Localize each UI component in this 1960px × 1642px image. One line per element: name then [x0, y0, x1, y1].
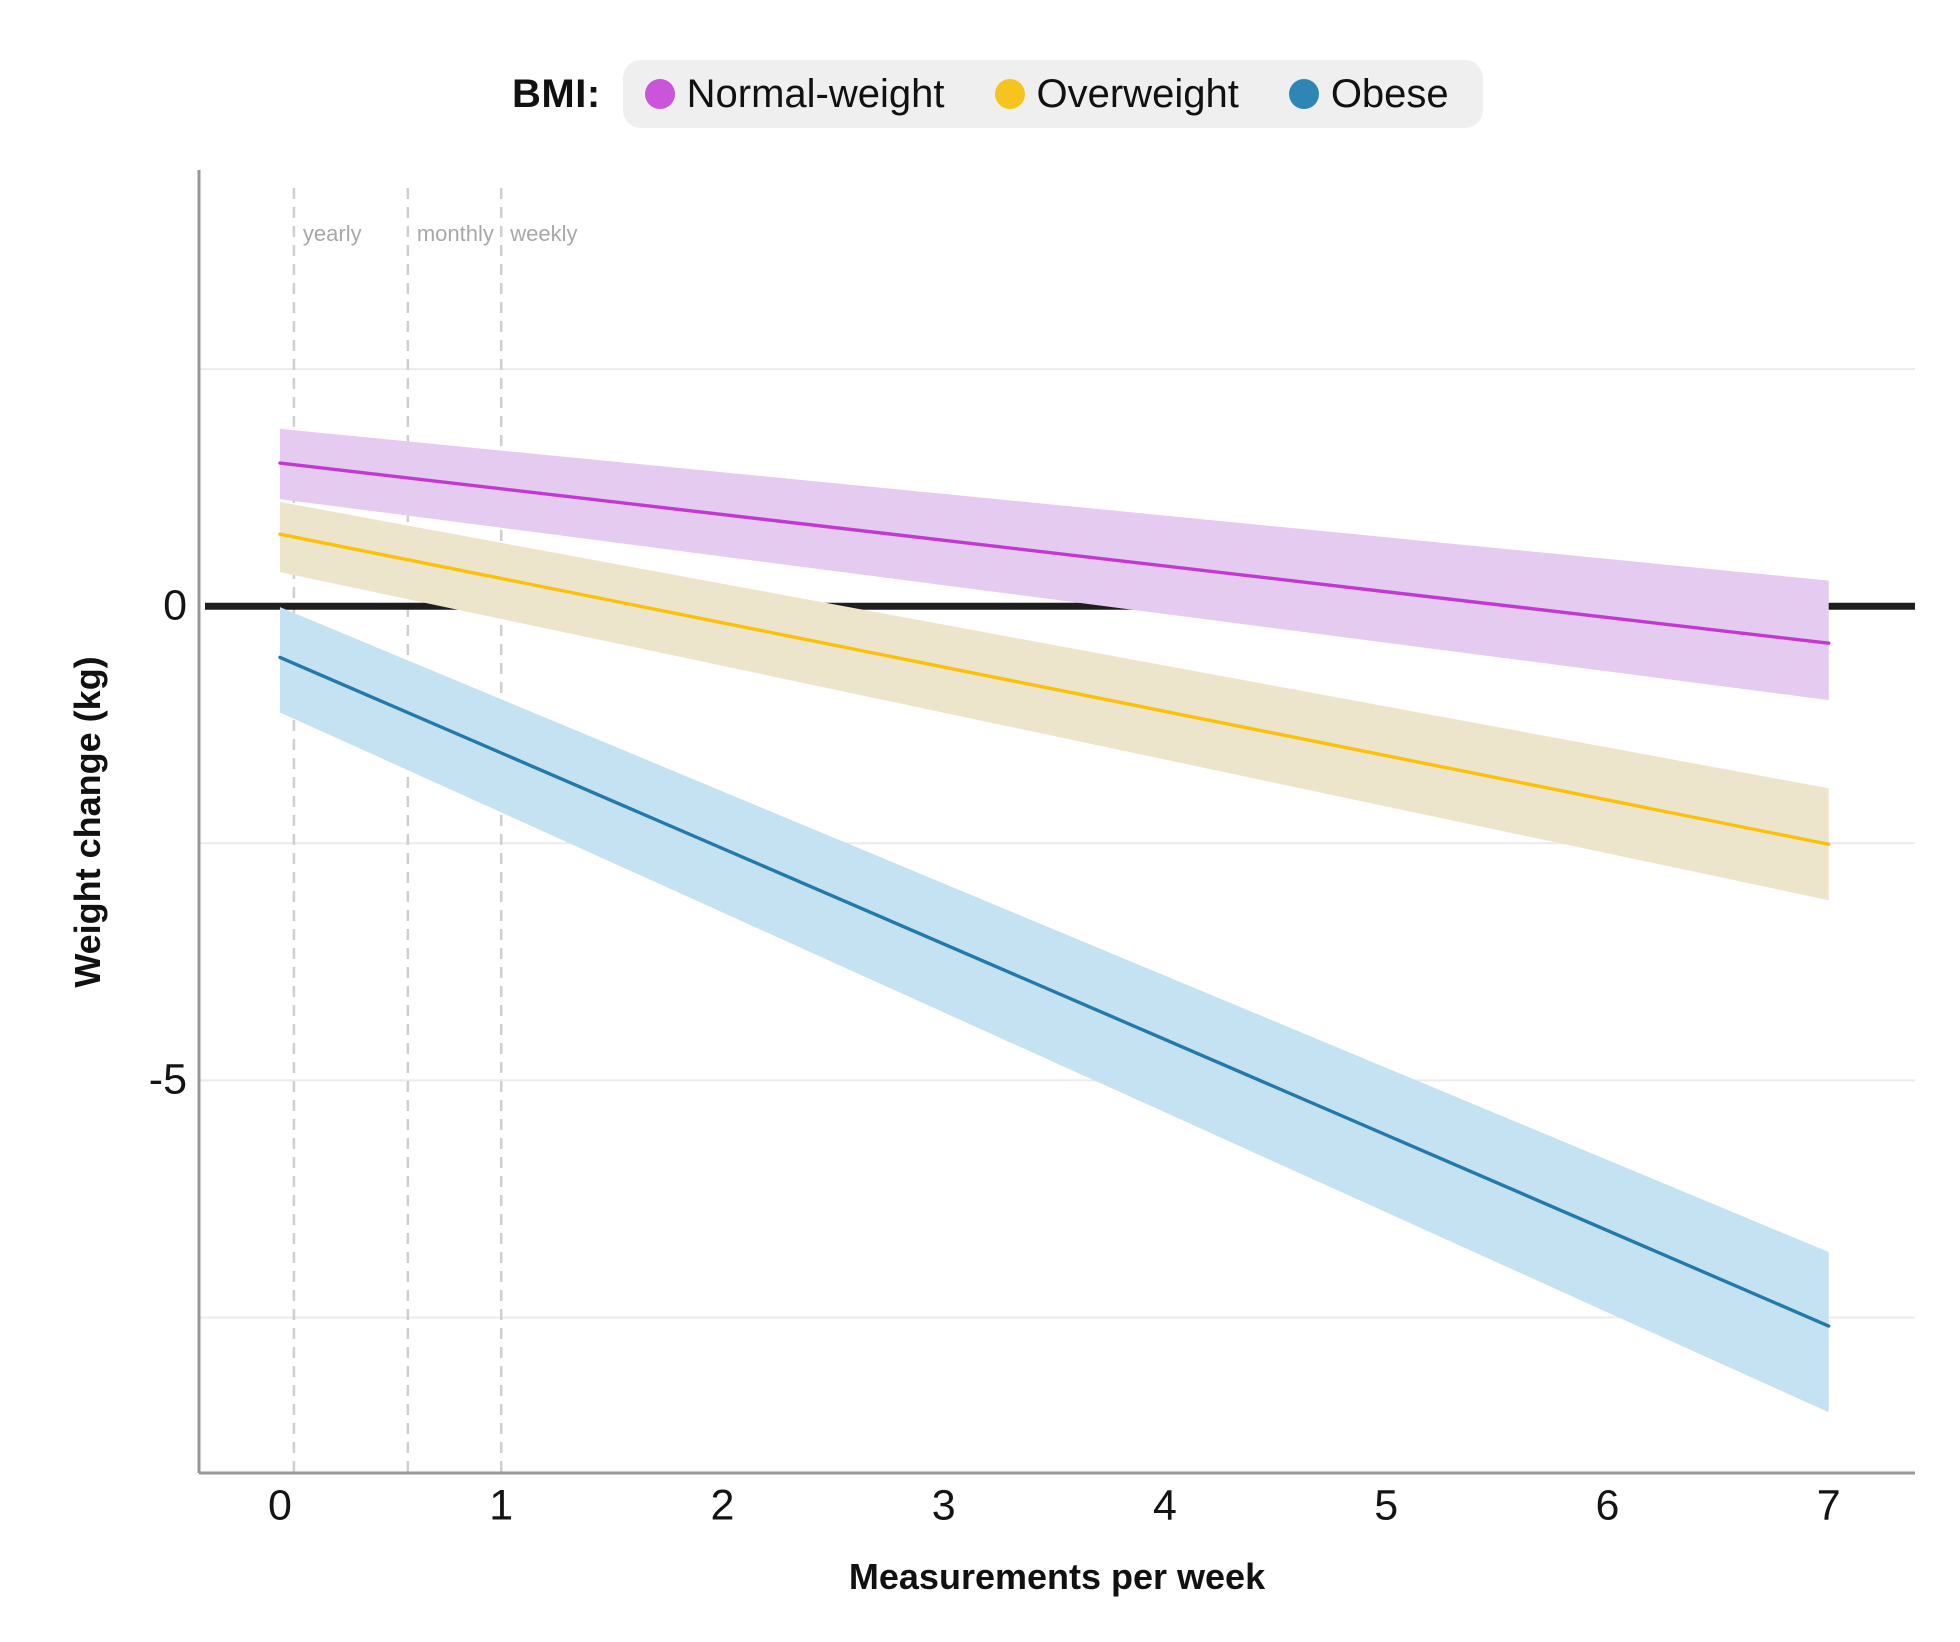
reference-label-yearly: yearly [302, 221, 362, 246]
legend-label-obese: Obese [1330, 71, 1449, 116]
legend-pill: Normal-weight Overweight Obese [622, 60, 1483, 128]
x-axis-title: Measurements per week [848, 1556, 1266, 1597]
ci-band-normal-weight [279, 428, 1829, 701]
ci-band-obese [279, 607, 1829, 1413]
overweight-dot-icon [994, 79, 1025, 109]
x-tick-4: 4 [1153, 1481, 1177, 1530]
trend-line-obese [278, 655, 1831, 1328]
obese-dot-icon [1288, 79, 1319, 109]
x-tick-6: 6 [1595, 1481, 1620, 1530]
x-tick-5: 5 [1374, 1481, 1399, 1530]
normal-weight-dot-icon [644, 79, 675, 109]
trend-line-normal-weight [278, 461, 1831, 645]
reference-label-monthly: monthly [416, 221, 494, 246]
legend-label-normal-weight: Normal-weight [686, 71, 945, 116]
y-axis-title: Weight change (kg) [67, 656, 108, 988]
x-tick-3: 3 [931, 1481, 956, 1530]
x-tick-2: 2 [710, 1481, 735, 1530]
legend-title: BMI: [512, 71, 601, 116]
legend: BMI: Normal-weight Overweight Obese [512, 60, 1483, 128]
trend-line-overweight [278, 532, 1831, 846]
legend-item-normal-weight: Normal-weight [644, 71, 945, 117]
x-tick-1: 1 [489, 1481, 514, 1530]
reference-label-weekly: weekly [510, 221, 578, 246]
y-tick-neg5: -5 [148, 1055, 187, 1104]
x-tick-7: 7 [1816, 1481, 1841, 1530]
legend-label-overweight: Overweight [1036, 71, 1239, 116]
y-tick-0: 0 [163, 581, 187, 630]
x-tick-0: 0 [268, 1481, 292, 1530]
legend-item-overweight: Overweight [994, 71, 1239, 117]
ci-band-overweight [279, 501, 1829, 901]
legend-item-obese: Obese [1288, 71, 1449, 117]
